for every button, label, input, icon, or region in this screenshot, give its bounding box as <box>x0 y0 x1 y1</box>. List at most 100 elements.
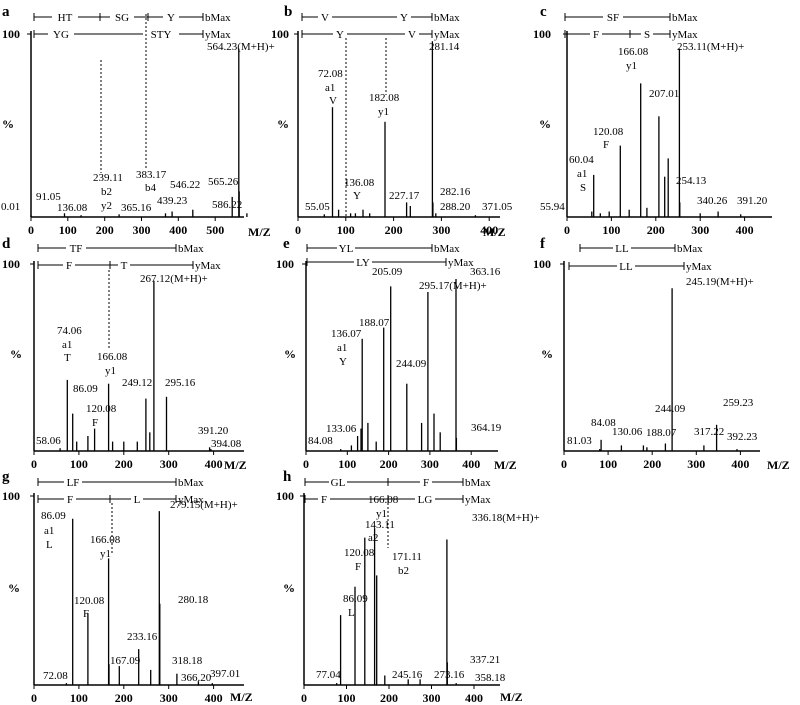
y-axis-label: % <box>10 347 22 361</box>
peak-label: 267.12(M+H)+ <box>140 273 208 285</box>
ion-series-b: TF bMax <box>37 241 204 255</box>
peak-labels-b: 55.05 72.08 a1 V 136.08 Y 182.08 y1 227.… <box>305 41 513 213</box>
peak-label: 391.20 <box>737 195 768 207</box>
ion-series-y: F L yMax <box>37 492 204 506</box>
y-axis-label: % <box>2 117 14 131</box>
b-series-end-label: bMax <box>465 477 491 489</box>
axes-e: 100 % M/Z 0 100 200 300 400 <box>276 257 517 472</box>
b-segment-1: TF <box>70 243 83 255</box>
peaks-b <box>323 41 477 217</box>
x-ticks-b: 0 100 200 300 400 <box>295 217 498 237</box>
x-tick-label: 200 <box>115 457 133 471</box>
ion-series-b: LL bMax <box>579 241 703 255</box>
y-series-end-label: yMax <box>205 29 231 41</box>
x-axis-label: M/Z <box>494 458 517 472</box>
peak-label: 143.11 <box>365 519 395 531</box>
x-axis-label: M/Z <box>224 458 247 472</box>
b-series-end-label: bMax <box>205 12 231 24</box>
peak-label: 77.04 <box>316 669 341 681</box>
peak-label: 318.18 <box>172 655 203 667</box>
peak-label: 91.05 <box>36 191 61 203</box>
y-segment-2: T <box>121 260 128 272</box>
peak-label: 55.94 <box>540 201 565 213</box>
ion-series-y: LL yMax <box>568 259 712 273</box>
y-series-end-label: yMax <box>448 257 474 269</box>
x-tick-label: 200 <box>643 457 661 471</box>
peak-label: 439.23 <box>157 195 188 207</box>
panel-h: h GL F bMax F LG yMax 100 <box>276 469 540 705</box>
panel-b: b V Y bMax Y V yMax 100 % M/Z <box>271 4 513 239</box>
x-tick-label: 100 <box>602 223 620 237</box>
ion-series-y: YG STY yMax <box>33 27 231 41</box>
peak-label: 166.08 <box>368 494 399 506</box>
y-series-end-label: yMax <box>178 494 204 506</box>
peak-label: 166.08 <box>97 351 128 363</box>
peak-labels-e: 84.08 133.06 136.07 a1 Y 188.07 205.09 2… <box>308 266 502 447</box>
b-series-end-label: bMax <box>178 477 204 489</box>
x-tick-label: 400 <box>480 223 498 237</box>
x-axis-label: M/Z <box>230 690 253 704</box>
x-tick-label: 500 <box>206 223 224 237</box>
x-tick-label: 200 <box>115 691 133 705</box>
panel-e: e YL bMax LY yMax 100 % M/Z 0 100 200 300 40… <box>276 236 517 472</box>
panel-c: c SF bMax F S yMax 100 % 0 100 200 300 4 <box>533 4 772 237</box>
peaks-e <box>340 279 458 451</box>
y-axis-label: % <box>284 347 296 361</box>
peak-label: 182.08 <box>369 92 400 104</box>
x-tick-label: 400 <box>205 457 223 471</box>
axes-b: 100 % M/Z 0 100 200 300 400 <box>271 27 506 239</box>
peak-label: 205.09 <box>372 266 403 278</box>
x-tick-label: 0 <box>564 223 570 237</box>
b-segment-1: HT <box>58 12 73 24</box>
x-ticks-e: 0 100 200 300 400 <box>303 451 480 471</box>
x-tick-label: 400 <box>465 691 483 705</box>
peak-label: a1 <box>337 342 347 354</box>
peak-label: y1 <box>626 60 637 72</box>
y-segment-1: LL <box>619 261 633 273</box>
peak-label: y1 <box>378 106 389 118</box>
peak-label: 279.15(M+H)+ <box>170 499 238 511</box>
x-axis-label: M/Z <box>248 225 271 239</box>
y-segment-2: V <box>408 29 416 41</box>
x-tick-label: 200 <box>647 223 665 237</box>
y-segment-2: L <box>134 494 141 506</box>
peak-label: 60.04 <box>569 154 594 166</box>
x-ticks-d: 0 100 200 300 400 <box>31 451 223 471</box>
peak-label: 295.17(M+H)+ <box>419 280 487 292</box>
peak-labels-h: 77.04 86.09 L 120.08 F 143.11 a2 166.08 … <box>316 494 540 684</box>
y-segment-1: F <box>593 29 599 41</box>
peaks-d <box>59 280 212 451</box>
ion-series-y: F S yMax <box>564 27 698 41</box>
x-tick-label: 200 <box>380 691 398 705</box>
panel-letter-f: f <box>540 236 546 252</box>
b-segment-3: Y <box>167 12 175 24</box>
x-tick-label: 300 <box>133 223 151 237</box>
peak-label: 397.01 <box>210 668 240 680</box>
x-tick-label: 0 <box>301 691 307 705</box>
ion-series-y: F LG yMax <box>304 492 491 506</box>
peak-label: 383.17 <box>136 169 167 181</box>
peak-label: 336.18(M+H)+ <box>472 512 540 524</box>
peak-label: a1 <box>577 168 587 180</box>
y-segment-1: YG <box>53 29 69 41</box>
y-segment-1: F <box>321 494 327 506</box>
peak-label: 358.18 <box>475 672 506 684</box>
peak-label: V <box>329 95 337 107</box>
peak-label: 546.22 <box>170 179 200 191</box>
ion-series-b: SF bMax <box>564 10 698 24</box>
y-axis-label: % <box>277 117 289 131</box>
x-tick-label: 100 <box>59 223 77 237</box>
x-axis-label: M/Z <box>500 690 523 704</box>
peak-label: 86.09 <box>343 593 368 605</box>
peak-label: b2 <box>101 186 112 198</box>
y-tick-100: 100 <box>276 489 294 503</box>
b-series-end-label: bMax <box>434 243 460 255</box>
peak-label: 136.07 <box>331 328 362 340</box>
peak-label: 288.20 <box>440 201 471 213</box>
x-tick-label: 200 <box>380 457 398 471</box>
x-tick-label: 300 <box>423 691 441 705</box>
b-series-end-label: bMax <box>178 243 204 255</box>
peak-label: 86.09 <box>41 510 66 522</box>
panel-letter-b: b <box>284 4 292 20</box>
